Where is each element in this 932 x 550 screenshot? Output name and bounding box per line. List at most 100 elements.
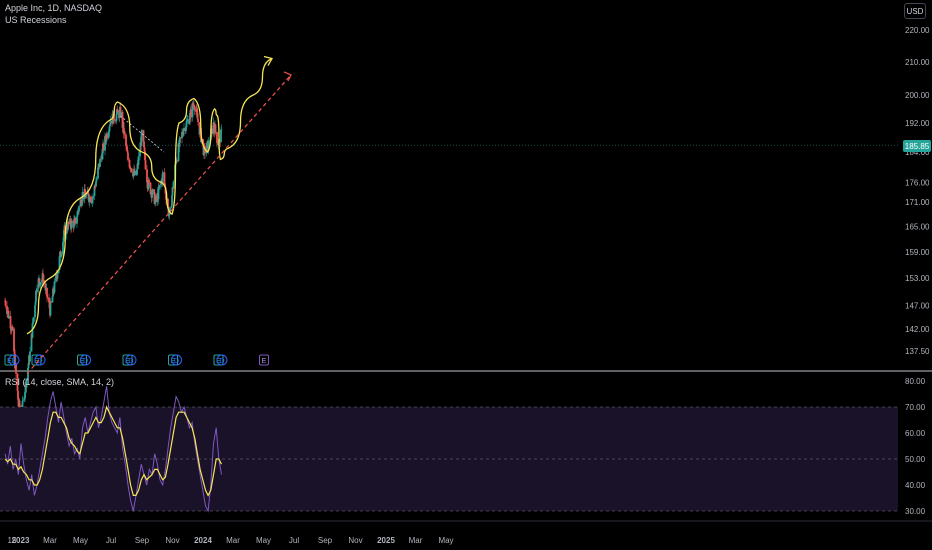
time-axis-label: Sep	[135, 536, 150, 545]
candle-body	[80, 199, 82, 206]
candle-body	[191, 103, 194, 118]
candle-body	[172, 181, 175, 189]
candle-body	[18, 400, 21, 407]
candle-body	[17, 391, 19, 400]
candle-body	[27, 364, 30, 368]
price-axis-label: 153.00	[905, 274, 930, 283]
earnings-marker-icon: E	[168, 354, 178, 366]
candle-body	[196, 112, 199, 119]
candle-body	[143, 141, 145, 148]
candle-body	[55, 274, 58, 278]
candle-body	[48, 302, 51, 309]
candle-body	[175, 160, 178, 163]
candle-body	[70, 220, 73, 229]
rsi-legend: RSI (14, close, SMA, 14, 2)	[5, 377, 115, 387]
dotted-trend-segment	[120, 115, 165, 153]
yellow-wave-annotation	[26, 57, 273, 335]
candle-body	[132, 172, 135, 177]
rsi-axis-label: 60.00	[905, 429, 926, 438]
marker-label: E	[171, 358, 176, 365]
candle-body	[53, 281, 56, 293]
marker-label: E	[80, 358, 85, 365]
time-axis-label: Mar	[409, 536, 423, 545]
time-axis-label: 2024	[194, 536, 212, 545]
candle-body	[65, 223, 68, 235]
earnings-marker-icon: D	[34, 354, 46, 366]
candle-body	[188, 119, 191, 124]
candle-body	[46, 296, 49, 298]
earnings-marker-icon: D	[216, 354, 228, 366]
candle-body	[177, 143, 180, 162]
candle-body	[148, 179, 150, 183]
candle-body	[154, 198, 156, 204]
marker-label: E	[216, 358, 221, 365]
candle-body	[118, 109, 121, 119]
candle-body	[108, 131, 110, 133]
price-axis-label: 220.00	[905, 26, 930, 35]
candle-body	[93, 186, 96, 197]
red-trendline	[26, 74, 292, 375]
candle-body	[207, 141, 210, 151]
candle-body	[73, 218, 76, 220]
red-arrow-head	[283, 71, 292, 82]
marker-label: E	[125, 358, 130, 365]
candle-body	[199, 128, 201, 135]
candle-body	[45, 288, 47, 291]
candle-body	[168, 215, 170, 216]
candle-body	[59, 251, 62, 258]
candle-body	[102, 143, 105, 151]
candle-body	[34, 305, 36, 318]
candle-body	[137, 156, 140, 166]
candle-body	[129, 167, 132, 170]
candle-body	[76, 216, 78, 224]
candle-body	[97, 166, 100, 168]
candle-body	[157, 186, 160, 200]
candle-body	[126, 150, 129, 153]
candle-body	[216, 142, 219, 144]
candle-body	[206, 142, 208, 149]
candle-body	[108, 126, 111, 132]
candle-body	[84, 188, 86, 195]
candle-body	[62, 241, 64, 255]
candle-body	[13, 328, 15, 351]
candle-body	[66, 223, 68, 229]
time-axis-label: Nov	[348, 536, 362, 545]
candle-body	[170, 205, 173, 208]
candle-body	[38, 278, 41, 283]
recessions-legend: US Recessions	[5, 15, 67, 25]
candle-body	[168, 212, 171, 216]
time-axis-label: May	[438, 536, 453, 545]
last-price-tag: 185.85	[903, 140, 931, 152]
candle-body	[106, 134, 108, 139]
candle-body	[147, 179, 150, 189]
price-axis-label: 184.00	[905, 148, 930, 157]
candle-body	[216, 131, 218, 143]
candle-body	[94, 186, 97, 188]
candle-body	[62, 237, 65, 242]
earnings-marker-icon: D	[8, 354, 20, 366]
candle-body	[178, 138, 181, 148]
candle-body	[88, 196, 91, 203]
candle-body	[85, 193, 87, 198]
candle-body	[116, 109, 119, 113]
candle-body	[128, 159, 131, 168]
marker-shape	[122, 354, 133, 366]
candle-body	[203, 146, 205, 156]
price-axis-label: 159.00	[905, 248, 930, 257]
currency-button[interactable]: USD	[904, 3, 926, 19]
rsi-axis-label: 30.00	[905, 507, 926, 516]
candle-body	[46, 287, 48, 297]
candle-body	[140, 131, 143, 146]
marker-shape	[80, 354, 91, 366]
time-axis-label: 2025	[377, 536, 395, 545]
time-axis-label: Mar	[43, 536, 57, 545]
candle-body	[153, 189, 155, 192]
candle-body	[169, 207, 171, 213]
candle-body	[95, 178, 98, 182]
rsi-axis-label: 80.00	[905, 377, 926, 386]
candle-body	[167, 198, 169, 207]
price-axis-label: 137.50	[905, 347, 930, 356]
candle-body	[202, 139, 204, 145]
candle-body	[24, 392, 26, 399]
